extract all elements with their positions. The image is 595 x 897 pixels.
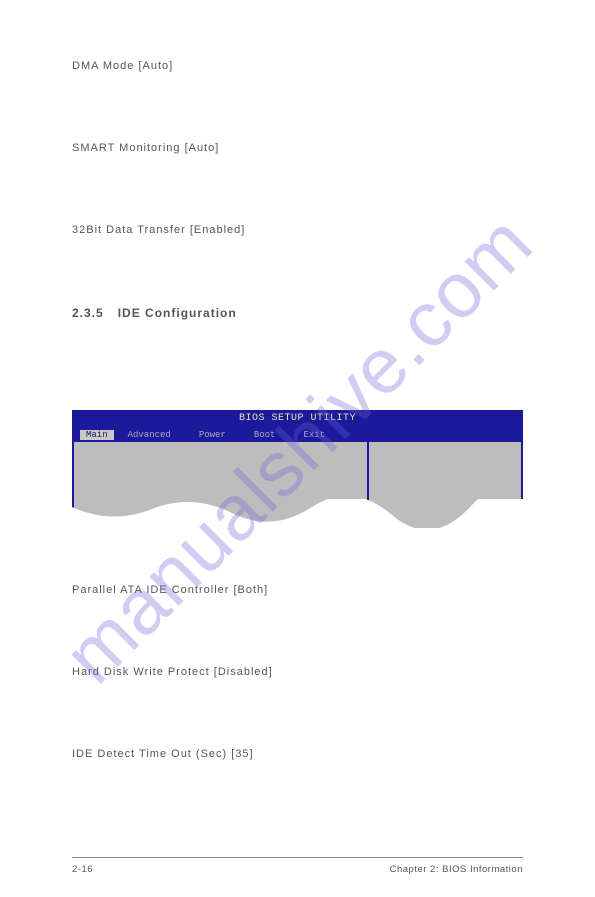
setting-hd-write-protect: Hard Disk Write Protect [Disabled] <box>72 666 523 678</box>
bios-menu-main: Main <box>80 430 114 440</box>
setting-32bit-data-transfer: 32Bit Data Transfer [Enabled] <box>72 224 523 236</box>
footer-chapter-title: Chapter 2: BIOS Information <box>390 864 523 875</box>
setting-smart-monitoring: SMART Monitoring [Auto] <box>72 142 523 154</box>
bios-menu-bar: Main Advanced Power Boot Exit <box>72 428 523 442</box>
footer-page-number: 2-16 <box>72 864 93 875</box>
setting-dma-mode: DMA Mode [Auto] <box>72 60 523 72</box>
bios-menu-power: Power <box>185 430 240 440</box>
setting-parallel-ata: Parallel ATA IDE Controller [Both] <box>72 584 523 596</box>
bios-menu-advanced: Advanced <box>114 430 185 440</box>
bios-menu-boot: Boot <box>240 430 290 440</box>
bios-title-bar: BIOS SETUP UTILITY <box>72 410 523 428</box>
bios-panels <box>72 442 523 528</box>
setting-ide-detect-timeout: IDE Detect Time Out (Sec) [35] <box>72 748 523 760</box>
section-title: IDE Configuration <box>118 306 237 320</box>
torn-edge-icon <box>72 499 532 529</box>
section-heading: 2.3.5 IDE Configuration <box>72 306 523 320</box>
bios-setup-screenshot: BIOS SETUP UTILITY Main Advanced Power B… <box>72 410 523 528</box>
section-number: 2.3.5 <box>72 306 104 320</box>
page-footer: 2-16 Chapter 2: BIOS Information <box>72 857 523 875</box>
bios-menu-exit: Exit <box>289 430 339 440</box>
